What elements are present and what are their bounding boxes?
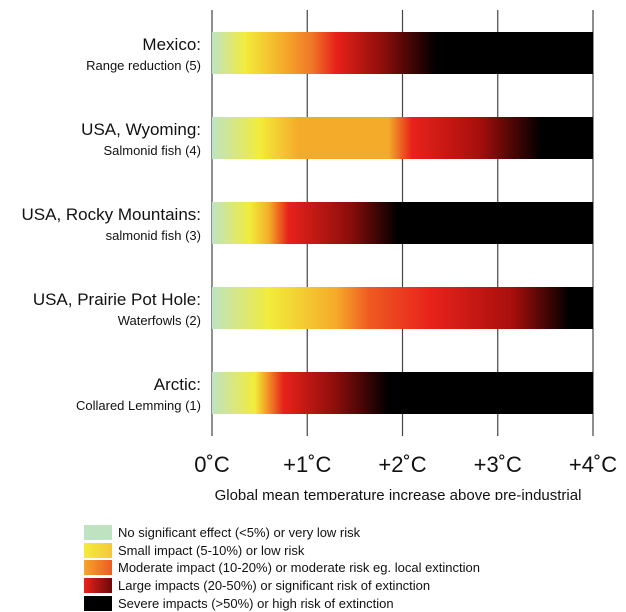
- legend-swatch-3: [84, 560, 112, 576]
- row-title-3: USA, Rocky Mountains:: [21, 205, 201, 224]
- x-tick-label-3: +3˚C: [474, 452, 522, 477]
- bar-row-3: [212, 202, 593, 244]
- x-axis-label: Global mean temperature increase above p…: [215, 487, 582, 500]
- bar-row-4: [212, 287, 593, 329]
- legend-item-3: Moderate impact (10-20%) or moderate ris…: [84, 559, 624, 577]
- bars: [212, 32, 593, 414]
- x-axis: 0˚C +1˚C +2˚C +3˚C +4˚C: [194, 452, 617, 477]
- legend: No significant effect (<5%) or very low …: [84, 524, 624, 612]
- legend-label-5: Severe impacts (>50%) or high risk of ex…: [118, 595, 394, 611]
- bar-row-2: [212, 117, 593, 159]
- legend-swatch-4: [84, 578, 112, 594]
- legend-label-3: Moderate impact (10-20%) or moderate ris…: [118, 560, 480, 576]
- row-labels: Mexico: Range reduction (5) USA, Wyoming: S…: [21, 35, 201, 413]
- row-title-1: Mexico:: [142, 35, 201, 54]
- row-title-2: USA, Wyoming:: [81, 120, 201, 139]
- bar-row-1: [212, 32, 593, 74]
- legend-swatch-5: [84, 595, 112, 611]
- legend-item-1: No significant effect (<5%) or very low …: [84, 524, 624, 542]
- legend-label-2: Small impact (5-10%) or low risk: [118, 542, 305, 558]
- row-title-5: Arctic:: [154, 375, 201, 394]
- row-subtitle-2: Salmonid fish (4): [103, 143, 201, 158]
- x-tick-label-1: +1˚C: [283, 452, 331, 477]
- row-title-4: USA, Prairie Pot Hole:: [33, 290, 201, 309]
- row-subtitle-4: Waterfowls (2): [118, 313, 201, 328]
- legend-label-4: Large impacts (20-50%) or significant ri…: [118, 578, 431, 594]
- legend-item-4: Large impacts (20-50%) or significant ri…: [84, 577, 624, 595]
- row-subtitle-1: Range reduction (5): [86, 58, 201, 73]
- legend-item-5: Severe impacts (>50%) or high risk of ex…: [84, 594, 624, 612]
- legend-swatch-1: [84, 525, 112, 541]
- risk-chart: Mexico: Range reduction (5) USA, Wyoming: S…: [21, 10, 617, 500]
- legend-item-2: Small impact (5-10%) or low risk: [84, 542, 624, 560]
- row-subtitle-3: salmonid fish (3): [106, 228, 201, 243]
- x-tick-label-0: 0˚C: [194, 452, 230, 477]
- legend-swatch-2: [84, 542, 112, 558]
- legend-label-1: No significant effect (<5%) or very low …: [118, 525, 361, 541]
- x-tick-label-4: +4˚C: [569, 452, 617, 477]
- row-subtitle-5: Collared Lemming (1): [76, 398, 201, 413]
- bar-row-5: [212, 372, 593, 414]
- x-tick-label-2: +2˚C: [378, 452, 426, 477]
